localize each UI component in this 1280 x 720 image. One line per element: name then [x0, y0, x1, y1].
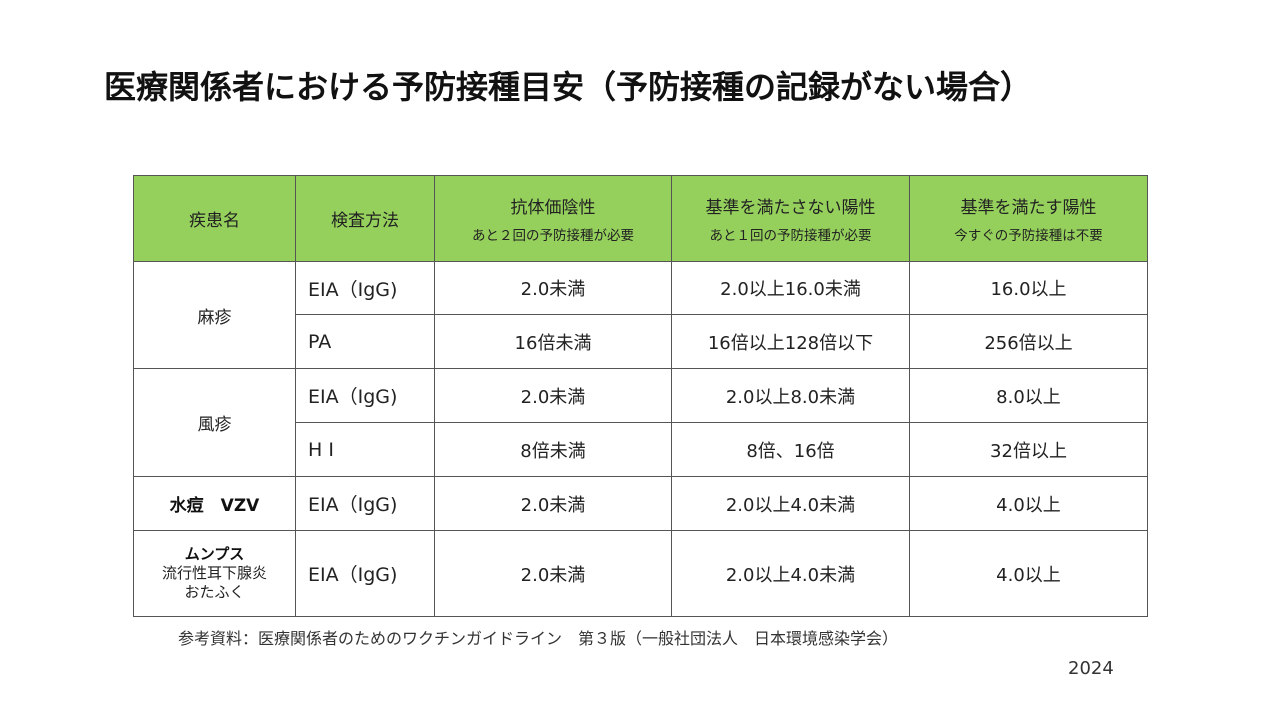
vaccination-guideline-table: 疾患名 検査方法 抗体価陰性 あと２回の予防接種が必要 基準を満たさない陽性 あ… [133, 175, 1148, 617]
header-negative-label: 抗体価陰性 [510, 198, 596, 218]
negative-value: 16倍未満 [434, 314, 672, 369]
table-row: ムンプス 流行性耳下腺炎 おたふく EIA（IgG) 2.0未満 2.0以上4.… [133, 530, 1148, 617]
reference-note: 参考資料：医療関係者のためのワクチンガイドライン 第３版（一般社団法人 日本環境… [178, 629, 899, 648]
negative-value: 8倍未満 [434, 422, 672, 477]
negative-value: 2.0未満 [434, 530, 672, 617]
header-below-label: 基準を満たさない陽性 [705, 198, 876, 218]
method-cell: EIA（IgG) [295, 476, 435, 531]
table-row: PA 16倍未満 16倍以上128倍以下 256倍以上 [134, 314, 1148, 369]
table-row: 麻疹 EIA（IgG) 2.0未満 2.0以上16.0未満 16.0以上 [133, 261, 1148, 369]
meets-standard-value: 32倍以上 [909, 422, 1148, 477]
below-standard-value: 16倍以上128倍以下 [671, 314, 910, 369]
header-negative: 抗体価陰性 あと２回の予防接種が必要 [434, 175, 672, 262]
negative-value: 2.0未満 [434, 368, 672, 423]
table-header-row: 疾患名 検査方法 抗体価陰性 あと２回の予防接種が必要 基準を満たさない陽性 あ… [133, 175, 1148, 262]
below-standard-value: 2.0以上16.0未満 [671, 261, 910, 315]
disease-varicella: 水痘 VZV [133, 476, 296, 531]
page-title: 医療関係者における予防接種目安（予防接種の記録がない場合） [104, 68, 1033, 106]
meets-standard-value: 4.0以上 [909, 476, 1148, 531]
meets-standard-value: 16.0以上 [909, 261, 1148, 315]
header-meets-standard: 基準を満たす陽性 今すぐの予防接種は不要 [909, 175, 1148, 262]
negative-value: 2.0未満 [434, 476, 672, 531]
disease-mumps-name: ムンプス [184, 545, 245, 563]
header-method: 検査方法 [295, 175, 435, 262]
header-disease: 疾患名 [133, 175, 296, 262]
below-standard-value: 2.0以上4.0未満 [671, 530, 910, 617]
method-cell: PA [295, 314, 435, 369]
header-meets-note: 今すぐの予防接種は不要 [954, 228, 1103, 244]
table-row: H I 8倍未満 8倍、16倍 32倍以上 [134, 422, 1148, 477]
method-cell: H I [295, 422, 435, 477]
meets-standard-value: 4.0以上 [909, 530, 1148, 617]
year-label: 2024 [1068, 658, 1114, 679]
header-negative-note: あと２回の予防接種が必要 [472, 228, 634, 244]
meets-standard-value: 8.0以上 [909, 368, 1148, 423]
disease-mumps-alt-name: 流行性耳下腺炎 [161, 564, 267, 582]
meets-standard-value: 256倍以上 [909, 314, 1148, 369]
header-below-standard: 基準を満たさない陽性 あと１回の予防接種が必要 [671, 175, 910, 262]
header-below-note: あと１回の予防接種が必要 [709, 228, 872, 244]
below-standard-value: 2.0以上4.0未満 [671, 476, 910, 531]
disease-mumps: ムンプス 流行性耳下腺炎 おたふく [133, 530, 296, 617]
table-row: 水痘 VZV EIA（IgG) 2.0未満 2.0以上4.0未満 4.0以上 [133, 476, 1148, 531]
method-cell: EIA（IgG) [295, 261, 435, 315]
below-standard-value: 8倍、16倍 [671, 422, 910, 477]
table-row: 風疹 EIA（IgG) 2.0未満 2.0以上8.0未満 8.0以上 [133, 368, 1148, 477]
disease-mumps-common-name: おたふく [184, 583, 245, 601]
method-cell: EIA（IgG) [295, 530, 435, 617]
header-meets-label: 基準を満たす陽性 [960, 198, 1097, 218]
disease-measles: 麻疹 [133, 261, 296, 369]
negative-value: 2.0未満 [434, 261, 672, 315]
disease-rubella: 風疹 [133, 368, 296, 477]
below-standard-value: 2.0以上8.0未満 [671, 368, 910, 423]
method-cell: EIA（IgG) [295, 368, 435, 423]
